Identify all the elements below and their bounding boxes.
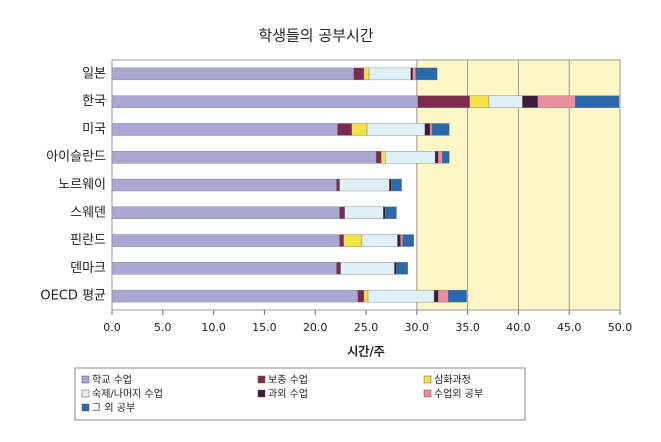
bar-segment: [417, 95, 470, 108]
legend-label: 숙제/나머지 수업: [92, 387, 163, 400]
bar-segment: [415, 67, 438, 81]
bar-segment: [437, 151, 443, 164]
bar-segment: [381, 151, 386, 164]
bar-segment: [433, 289, 439, 303]
bar-segment: [111, 123, 338, 136]
bar-segment: [410, 67, 413, 81]
bar-segment: [111, 151, 377, 164]
bar-segment: [437, 289, 449, 303]
bar-segment: [339, 178, 390, 192]
bar-segment: [339, 234, 344, 247]
y-tick-label: 일본: [82, 66, 106, 81]
y-tick-label: 한국: [82, 94, 106, 109]
legend-swatch: [257, 389, 266, 398]
legend-swatch: [423, 375, 432, 384]
bar-segment: [343, 234, 363, 247]
y-tick-label: OECD 평균: [40, 289, 106, 304]
x-tick-label: 25.0: [354, 321, 379, 334]
bar-segment: [424, 123, 431, 136]
x-tick-label: 5.0: [154, 321, 172, 334]
legend-label: 학교 수업: [92, 373, 132, 386]
legend-swatch: [81, 403, 90, 412]
y-tick-label: 노르웨이: [58, 178, 106, 193]
bar-segment: [111, 289, 359, 303]
bar-segment: [412, 67, 416, 81]
bar-segment: [394, 262, 397, 275]
y-tick-label: 아이슬란드: [46, 150, 106, 165]
bar-segment: [111, 234, 340, 247]
x-tick-label: 40.0: [506, 321, 531, 334]
legend-label: 수업외 공부: [434, 387, 483, 400]
x-tick-label: 50.0: [608, 321, 633, 334]
x-tick-label: 15.0: [252, 321, 277, 334]
bar-segment: [111, 95, 419, 108]
bar-segment: [537, 95, 576, 108]
legend-box: [74, 367, 526, 421]
bar-segment: [336, 178, 340, 192]
bar-segment: [111, 262, 337, 275]
bar-segment: [361, 234, 398, 247]
bar-segment: [367, 289, 435, 303]
bar-segment: [431, 123, 450, 136]
bar-segment: [442, 151, 450, 164]
bar-segment: [488, 95, 523, 108]
bar-segment: [337, 123, 352, 136]
bar-segment: [385, 206, 397, 219]
y-tick-label: 미국: [82, 122, 106, 137]
bar-segment: [111, 178, 337, 192]
x-tick-label: 20.0: [303, 321, 328, 334]
legend-swatch: [423, 389, 432, 398]
bar-segment: [429, 123, 433, 136]
bar-segment: [383, 206, 386, 219]
bar-segment: [469, 95, 490, 108]
y-tick-label: 핀란드: [70, 233, 106, 248]
x-tick-label: 30.0: [405, 321, 430, 334]
bar-segment: [363, 289, 369, 303]
legend-swatch: [257, 375, 266, 384]
legend-label: 과외 수업: [268, 387, 308, 400]
bar-segment: [396, 262, 408, 275]
x-tick-label: 0.0: [103, 321, 121, 334]
bar-segment: [389, 178, 392, 192]
y-tick-label: 스웨덴: [70, 205, 106, 220]
x-tick-label: 10.0: [201, 321, 226, 334]
bar-segment: [391, 178, 402, 192]
bar-segment: [111, 67, 355, 81]
bar-segment: [366, 123, 426, 136]
bar-segment: [448, 289, 467, 303]
bar-segment: [434, 151, 439, 164]
y-tick-label: 덴마크: [70, 261, 106, 276]
bar-segment: [344, 206, 384, 219]
bar-segment: [575, 95, 620, 108]
legend-swatch: [81, 389, 90, 398]
bar-segment: [111, 206, 340, 219]
legend-swatch: [81, 375, 90, 384]
bar-segment: [357, 289, 365, 303]
bar-segment: [397, 234, 401, 247]
bar-segment: [363, 67, 370, 81]
legend-label: 그 외 공부: [92, 402, 135, 414]
legend-label: 심화과정: [434, 374, 471, 386]
bar-segment: [368, 67, 411, 81]
x-axis-label: 시간/주: [347, 344, 385, 359]
bar-segment: [353, 67, 365, 81]
bar-segment: [351, 123, 368, 136]
bar-segment: [385, 151, 436, 164]
legend-label: 보충 수업: [268, 373, 308, 386]
x-tick-label: 35.0: [455, 321, 480, 334]
bar-segment: [522, 95, 538, 108]
bar-segment: [340, 262, 395, 275]
bar-segment: [339, 206, 345, 219]
bar-segment: [400, 234, 403, 247]
x-tick-label: 45.0: [557, 321, 582, 334]
bar-segment: [375, 151, 382, 164]
bar-segment: [336, 262, 341, 275]
chart-title: 학생들의 공부시간: [258, 27, 373, 45]
bar-segment: [402, 234, 414, 247]
